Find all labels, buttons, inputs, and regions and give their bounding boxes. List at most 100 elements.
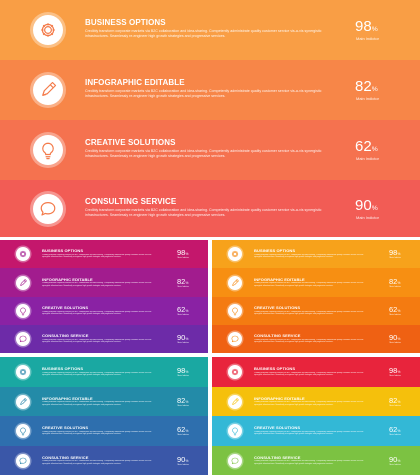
item-description: Credibly transform corporate markets via… [254,282,364,287]
percent-value: 90% [177,455,188,464]
percent-value: 90% [355,197,378,214]
icon-circle [16,453,30,468]
item-description: Credibly transform corporate markets via… [254,253,364,259]
item-title: INFOGRAPHIC EDITABLE [42,395,93,401]
item-title: CREATIVE SOLUTIONS [254,305,301,310]
percent-number: 62 [389,425,398,434]
indicator-label: Main Indictor [356,214,379,220]
percent-number: 90 [177,333,186,342]
percent-value: 62% [177,425,188,434]
infographic-row: CREATIVE SOLUTIONS Credibly transform cor… [0,120,420,180]
item-title: INFOGRAPHIC EDITABLE [254,276,305,282]
percent-sign: % [397,280,401,285]
item-description: Credibly transform corporate markets via… [42,310,152,316]
item-description: Credibly transform corporate markets via… [85,149,322,158]
percent-value: 90% [389,333,400,342]
icon-circle [228,365,242,379]
indicator-label: Main Indictor [356,96,379,101]
percent-sign: % [185,399,189,404]
indicator-label: Main Indictor [389,375,401,377]
item-description: Credibly transform corporate markets via… [42,460,152,465]
icon-circle [33,135,63,165]
item-title: CONSULTING SERVICE [254,333,301,338]
item-description: Credibly transform corporate markets via… [42,253,152,259]
percent-sign: % [371,204,378,212]
infographic-row: CREATIVE SOLUTIONS Credibly transform cor… [212,416,420,446]
indicator-label: Main Indictor [389,257,401,259]
percent-value: 98% [389,366,400,375]
item-description: Credibly transform corporate markets via… [85,89,322,98]
indicator-label: Main Indictor [356,36,379,41]
percent-value: 82% [389,277,400,286]
percent-sign: % [397,429,401,433]
item-title: BUSINESS OPTIONS [42,248,84,253]
percent-sign: % [397,309,401,313]
item-title: BUSINESS OPTIONS [254,248,296,253]
percent-sign: % [185,370,189,374]
icon-circle [33,15,63,45]
item-title: INFOGRAPHIC EDITABLE [254,395,305,401]
item-title: BUSINESS OPTIONS [42,366,84,371]
percent-number: 62 [355,138,372,155]
percent-number: 62 [177,425,186,434]
percent-sign: % [185,337,189,341]
item-title: CONSULTING SERVICE [254,454,301,460]
infographic-row: INFOGRAPHIC EDITABLE Credibly transform c… [0,387,208,416]
percent-value: 98% [177,366,188,375]
infographic-row: INFOGRAPHIC EDITABLE Credibly transform c… [0,60,420,120]
percent-number: 98 [355,18,372,35]
percent-value: 62% [177,305,188,314]
percent-number: 98 [177,366,186,375]
item-description: Credibly transform corporate markets via… [85,29,322,38]
item-title: BUSINESS OPTIONS [254,366,296,371]
indicator-label: Main Indictor [389,342,401,344]
percent-sign: % [397,337,401,341]
item-title: CONSULTING SERVICE [42,333,89,338]
item-description: Credibly transform corporate markets via… [254,338,364,344]
icon-circle [228,453,242,468]
indicator-label: Main Indictor [389,463,401,466]
percent-number: 62 [177,305,186,314]
percent-number: 82 [389,395,398,405]
icon-circle [228,332,242,346]
infographic-row: CONSULTING SERVICE Credibly transform cor… [212,446,420,475]
icon-circle [16,247,30,261]
item-description: Credibly transform corporate markets via… [42,338,152,344]
infographic-row: BUSINESS OPTIONS Credibly transform corpo… [212,240,420,268]
item-description: Credibly transform corporate markets via… [85,207,322,217]
indicator-label: Main Indictor [356,156,379,161]
infographic-row: BUSINESS OPTIONS Credibly transform corpo… [0,357,208,387]
infographic-row: INFOGRAPHIC EDITABLE Credibly transform c… [212,387,420,416]
item-description: Credibly transform corporate markets via… [254,401,364,406]
panel-multicolor: BUSINESS OPTIONS Credibly transform corpo… [212,357,420,475]
icon-circle [33,75,63,105]
item-title: CREATIVE SOLUTIONS [42,305,89,310]
percent-value: 62% [355,138,378,155]
indicator-label: Main Indictor [177,314,189,316]
item-title: CONSULTING SERVICE [85,196,177,206]
icon-circle [228,275,242,290]
percent-value: 62% [389,425,400,434]
percent-sign: % [185,309,189,313]
indicator-label: Main Indictor [177,342,189,344]
item-description: Credibly transform corporate markets via… [42,401,152,406]
percent-number: 82 [177,395,186,405]
percent-number: 82 [389,276,398,286]
indicator-label: Main Indictor [177,257,189,259]
percent-sign: % [371,86,378,93]
infographic-row: INFOGRAPHIC EDITABLE Credibly transform c… [212,268,420,297]
icon-circle [228,247,242,261]
infographic-row: CONSULTING SERVICE Credibly transform cor… [0,180,420,237]
percent-sign: % [371,26,378,33]
icon-circle [16,275,30,290]
icon-circle [16,424,30,438]
item-title: INFOGRAPHIC EDITABLE [85,78,185,87]
icon-circle [228,304,242,318]
percent-number: 90 [389,454,398,464]
icon-circle [16,304,30,318]
item-title: INFOGRAPHIC EDITABLE [42,276,93,282]
icon-circle [228,424,242,438]
icon-circle [228,394,242,409]
percent-value: 82% [389,396,400,405]
infographic-row: CREATIVE SOLUTIONS Credibly transform cor… [212,297,420,325]
